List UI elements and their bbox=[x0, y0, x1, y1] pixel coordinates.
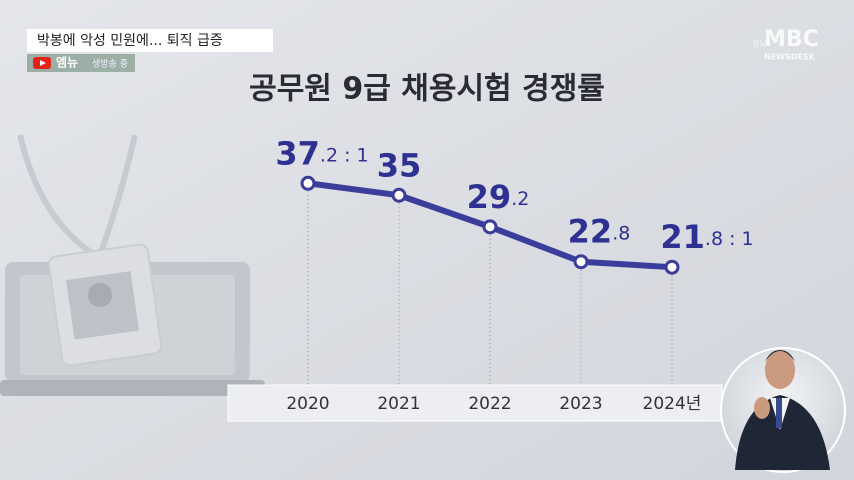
point bbox=[482, 219, 498, 235]
logo-region: 경남 bbox=[752, 39, 767, 49]
illustration bbox=[0, 134, 265, 396]
x-tick-label: 2024년 bbox=[643, 394, 702, 414]
x-tick-label: 2021 bbox=[377, 394, 420, 414]
x-axis-band bbox=[227, 384, 723, 422]
value-label: 37.2 : 1 bbox=[275, 134, 368, 172]
logo: MBC bbox=[764, 27, 819, 52]
point bbox=[391, 187, 407, 203]
value-label: 29.2 bbox=[467, 178, 530, 216]
live-bar bbox=[27, 54, 135, 72]
interpreter bbox=[720, 347, 846, 473]
live-label: 생방송 중 bbox=[92, 59, 128, 70]
logo-sub: NEWSDESK bbox=[764, 53, 816, 62]
point bbox=[664, 259, 680, 275]
badge: 엠뉴 bbox=[56, 56, 78, 70]
point bbox=[573, 254, 589, 270]
headline: 박봉에 악성 민원에... 퇴직 급증 bbox=[37, 33, 223, 49]
x-tick-label: 2022 bbox=[468, 394, 511, 414]
x-tick-label: 2020 bbox=[286, 394, 329, 414]
value-label: 22.8 bbox=[568, 213, 631, 251]
value-label: 35 bbox=[377, 146, 422, 184]
plot: 37.2 : 1 2020 35 2021 29.2 2022 22.8 2023 21.8 :… bbox=[275, 134, 753, 414]
value-label: 21.8 : 1 bbox=[660, 218, 753, 256]
play-triangle bbox=[40, 60, 46, 66]
point bbox=[300, 175, 316, 191]
headline-box bbox=[27, 29, 273, 52]
x-tick-label: 2023 bbox=[559, 394, 602, 414]
chart-title: 공무원 9급 채용시험 경쟁률 bbox=[249, 72, 605, 107]
